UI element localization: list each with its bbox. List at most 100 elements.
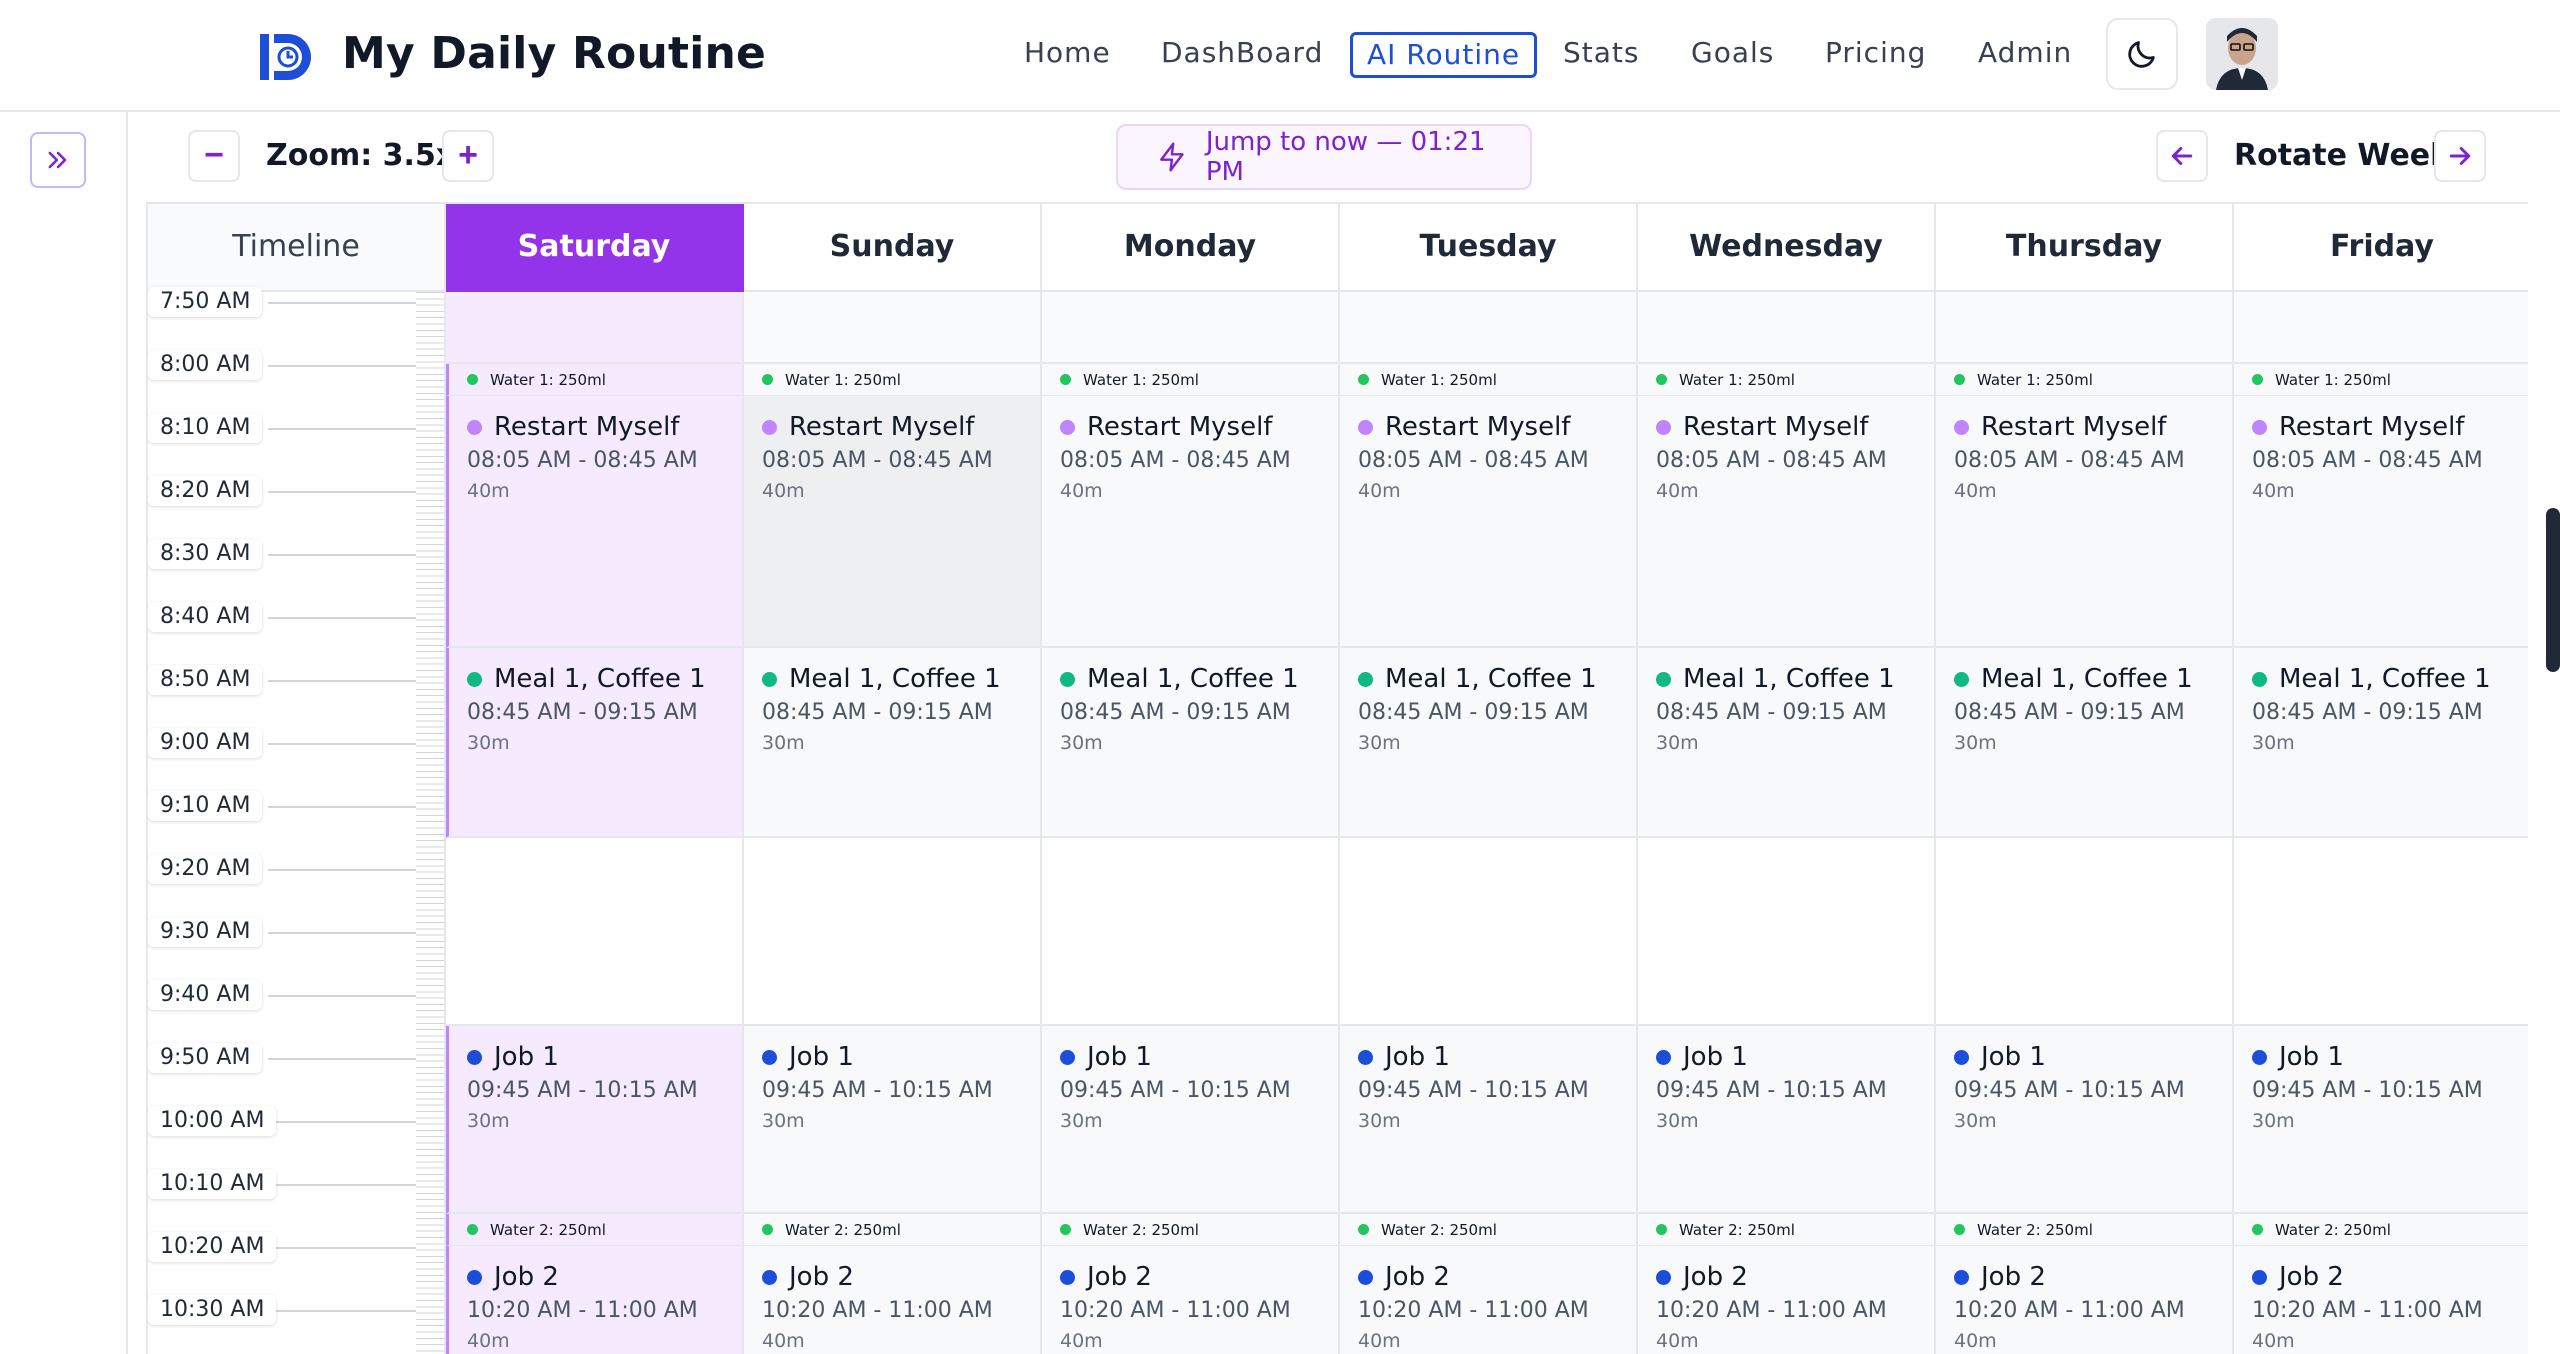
event-block-job1[interactable]: Job 1 09:45 AM - 10:15 AM 30m — [2234, 1026, 2528, 1214]
nav-admin[interactable]: Admin — [1978, 36, 2073, 69]
empty-slot[interactable] — [744, 838, 1040, 1026]
water-reminder[interactable]: Water 1: 250ml — [2234, 364, 2528, 396]
empty-slot[interactable] — [2234, 292, 2528, 364]
event-title-text: Meal 1, Coffee 1 — [1981, 664, 2193, 694]
water-reminder[interactable]: Water 1: 250ml — [1638, 364, 1934, 396]
event-title-text: Job 1 — [1683, 1042, 1748, 1072]
event-dot-icon — [1060, 1269, 1075, 1285]
empty-slot[interactable] — [1936, 838, 2232, 1026]
event-block-job2[interactable]: Job 2 10:20 AM - 11:00 AM 40m — [1638, 1246, 1934, 1354]
event-block-meal[interactable]: Meal 1, Coffee 1 08:45 AM - 09:15 AM 30m — [1936, 648, 2232, 838]
water-reminder[interactable]: Water 1: 250ml — [744, 364, 1040, 396]
water-reminder[interactable]: Water 2: 250ml — [1340, 1214, 1636, 1246]
event-block-restart[interactable]: Restart Myself 08:05 AM - 08:45 AM 40m — [1638, 396, 1934, 648]
zoom-label: Zoom: 3.5x — [266, 138, 456, 173]
event-dot-icon — [762, 419, 777, 435]
event-block-job1[interactable]: Job 1 09:45 AM - 10:15 AM 30m — [1340, 1026, 1636, 1214]
empty-slot[interactable] — [1638, 292, 1934, 364]
empty-slot[interactable] — [1042, 292, 1338, 364]
event-block-job2[interactable]: Job 2 10:20 AM - 11:00 AM 40m — [446, 1246, 742, 1354]
event-dot-icon — [1358, 1049, 1373, 1065]
expand-sidebar-button[interactable] — [30, 132, 86, 188]
event-block-restart[interactable]: Restart Myself 08:05 AM - 08:45 AM 40m — [1936, 396, 2232, 648]
event-block-restart[interactable]: Restart Myself 08:05 AM - 08:45 AM 40m — [2234, 396, 2528, 648]
event-block-job2[interactable]: Job 2 10:20 AM - 11:00 AM 40m — [744, 1246, 1040, 1354]
event-block-meal[interactable]: Meal 1, Coffee 1 08:45 AM - 09:15 AM 30m — [1340, 648, 1636, 838]
timeline-header: Timeline — [148, 204, 446, 292]
event-title: Meal 1, Coffee 1 — [2252, 662, 2528, 696]
empty-slot[interactable] — [1936, 292, 2232, 364]
empty-slot[interactable] — [446, 292, 742, 364]
next-week-button[interactable] — [2434, 130, 2486, 182]
water-label: Water 1: 250ml — [1083, 370, 1199, 389]
nav-stats[interactable]: Stats — [1563, 36, 1640, 69]
event-duration: 40m — [1060, 480, 1103, 502]
event-block-job1[interactable]: Job 1 09:45 AM - 10:15 AM 30m — [1936, 1026, 2232, 1214]
event-block-job1[interactable]: Job 1 09:45 AM - 10:15 AM 30m — [1042, 1026, 1338, 1214]
time-gridline — [268, 743, 416, 745]
event-time: 08:45 AM - 09:15 AM — [2252, 700, 2483, 725]
event-dot-icon — [2252, 671, 2267, 687]
previous-week-button[interactable] — [2156, 130, 2208, 182]
status-dot-icon — [1954, 1224, 1965, 1235]
empty-slot[interactable] — [744, 292, 1040, 364]
time-label: 9:20 AM — [148, 854, 263, 884]
nav-goals[interactable]: Goals — [1691, 36, 1775, 69]
water-reminder[interactable]: Water 1: 250ml — [446, 364, 742, 396]
nav-dashboard[interactable]: DashBoard — [1161, 36, 1324, 69]
event-block-meal[interactable]: Meal 1, Coffee 1 08:45 AM - 09:15 AM 30m — [1638, 648, 1934, 838]
zoom-out-button[interactable]: − — [188, 130, 240, 182]
time-gridline — [268, 1247, 416, 1249]
event-dot-icon — [1656, 671, 1671, 687]
event-time: 08:45 AM - 09:15 AM — [467, 700, 698, 725]
event-block-meal[interactable]: Meal 1, Coffee 1 08:45 AM - 09:15 AM 30m — [1042, 648, 1338, 838]
status-dot-icon — [1358, 374, 1369, 385]
water-reminder[interactable]: Water 1: 250ml — [1042, 364, 1338, 396]
event-block-job2[interactable]: Job 2 10:20 AM - 11:00 AM 40m — [1340, 1246, 1636, 1354]
event-dot-icon — [1954, 419, 1969, 435]
event-time: 10:20 AM - 11:00 AM — [467, 1298, 698, 1323]
zoom-in-button[interactable]: + — [442, 130, 494, 182]
avatar[interactable] — [2206, 18, 2278, 90]
water-reminder[interactable]: Water 1: 250ml — [1340, 364, 1636, 396]
event-block-job1[interactable]: Job 1 09:45 AM - 10:15 AM 30m — [446, 1026, 742, 1214]
time-gridline — [268, 806, 416, 808]
empty-slot[interactable] — [2234, 838, 2528, 1026]
empty-slot[interactable] — [1340, 838, 1636, 1026]
event-title-text: Meal 1, Coffee 1 — [1385, 664, 1597, 694]
water-reminder[interactable]: Water 2: 250ml — [744, 1214, 1040, 1246]
event-block-meal[interactable]: Meal 1, Coffee 1 08:45 AM - 09:15 AM 30m — [744, 648, 1040, 838]
water-reminder[interactable]: Water 2: 250ml — [446, 1214, 742, 1246]
empty-slot[interactable] — [1638, 838, 1934, 1026]
event-duration: 40m — [1358, 480, 1401, 502]
event-block-job1[interactable]: Job 1 09:45 AM - 10:15 AM 30m — [1638, 1026, 1934, 1214]
event-block-meal[interactable]: Meal 1, Coffee 1 08:45 AM - 09:15 AM 30m — [2234, 648, 2528, 838]
event-block-job2[interactable]: Job 2 10:20 AM - 11:00 AM 40m — [1936, 1246, 2232, 1354]
water-reminder[interactable]: Water 2: 250ml — [1638, 1214, 1934, 1246]
nav-home[interactable]: Home — [1024, 36, 1111, 69]
water-reminder[interactable]: Water 2: 250ml — [1936, 1214, 2232, 1246]
jump-to-now-button[interactable]: Jump to now — 01:21 PM — [1116, 124, 1532, 190]
nav-ai-routine[interactable]: AI Routine — [1350, 32, 1538, 78]
water-reminder[interactable]: Water 1: 250ml — [1936, 364, 2232, 396]
nav-pricing[interactable]: Pricing — [1825, 36, 1927, 69]
water-reminder[interactable]: Water 2: 250ml — [2234, 1214, 2528, 1246]
empty-slot[interactable] — [1042, 838, 1338, 1026]
water-reminder[interactable]: Water 2: 250ml — [1042, 1214, 1338, 1246]
event-block-restart[interactable]: Restart Myself 08:05 AM - 08:45 AM 40m — [1340, 396, 1636, 648]
event-block-job1[interactable]: Job 1 09:45 AM - 10:15 AM 30m — [744, 1026, 1040, 1214]
empty-slot[interactable] — [446, 838, 742, 1026]
event-block-job2[interactable]: Job 2 10:20 AM - 11:00 AM 40m — [1042, 1246, 1338, 1354]
event-time: 08:05 AM - 08:45 AM — [1954, 448, 2185, 473]
event-block-restart[interactable]: Restart Myself 08:05 AM - 08:45 AM 40m — [1042, 396, 1338, 648]
empty-slot[interactable] — [1340, 292, 1636, 364]
event-block-meal[interactable]: Meal 1, Coffee 1 08:45 AM - 09:15 AM 30m — [446, 648, 742, 838]
event-block-job2[interactable]: Job 2 10:20 AM - 11:00 AM 40m — [2234, 1246, 2528, 1354]
time-gridline — [268, 617, 416, 619]
status-dot-icon — [2252, 374, 2263, 385]
event-block-restart[interactable]: Restart Myself 08:05 AM - 08:45 AM 40m — [744, 396, 1040, 648]
scrollbar-thumb[interactable] — [2546, 508, 2560, 672]
event-dot-icon — [762, 671, 777, 687]
theme-toggle-button[interactable] — [2106, 18, 2178, 90]
event-block-restart[interactable]: Restart Myself 08:05 AM - 08:45 AM 40m — [446, 396, 742, 648]
